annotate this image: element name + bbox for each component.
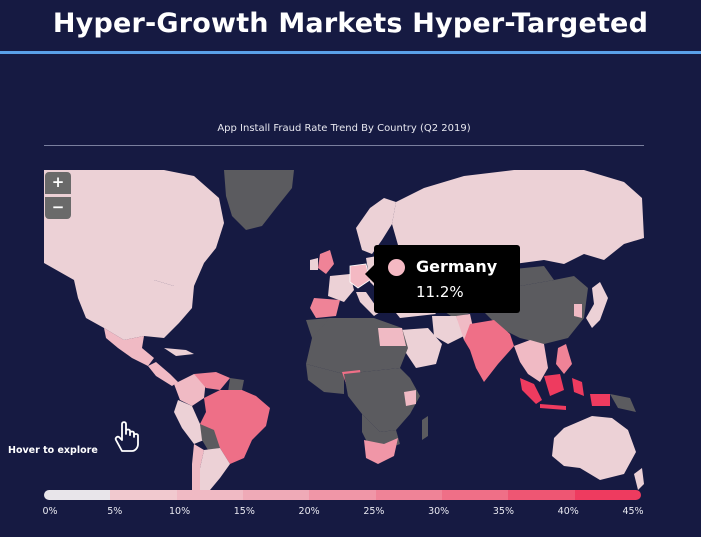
region-southern-africa[interactable] bbox=[362, 414, 400, 450]
region-central-africa[interactable] bbox=[344, 368, 420, 432]
country-indonesia-sumatra[interactable] bbox=[520, 378, 542, 404]
country-ireland[interactable] bbox=[310, 258, 318, 270]
legend-color-scale bbox=[44, 490, 641, 500]
region-central-america[interactable] bbox=[148, 362, 178, 386]
legend-segment bbox=[441, 490, 509, 500]
region-scandinavia[interactable] bbox=[356, 198, 396, 254]
legend-tick-label: 0% bbox=[42, 506, 58, 517]
country-france[interactable] bbox=[328, 274, 354, 302]
country-tooltip: Germany 11.2% bbox=[365, 245, 520, 313]
legend-tick-label: 35% bbox=[492, 506, 514, 517]
country-india[interactable] bbox=[464, 320, 514, 382]
country-japan[interactable] bbox=[586, 282, 608, 328]
country-chile[interactable] bbox=[192, 444, 204, 490]
country-new-zealand[interactable] bbox=[634, 468, 644, 490]
country-peru[interactable] bbox=[174, 400, 204, 444]
country-greenland[interactable] bbox=[224, 170, 294, 230]
pointer-hand-icon bbox=[114, 421, 139, 452]
country-indonesia-java[interactable] bbox=[540, 404, 566, 410]
country-madagascar[interactable] bbox=[422, 416, 428, 440]
header: Hyper-Growth Markets Hyper-Targeted bbox=[0, 0, 701, 54]
country-kenya[interactable] bbox=[404, 390, 416, 406]
legend-segment bbox=[574, 490, 641, 500]
country-mexico[interactable] bbox=[104, 328, 154, 366]
country-venezuela[interactable] bbox=[194, 372, 230, 390]
country-papua-new-guinea[interactable] bbox=[610, 394, 636, 412]
legend-tick-label: 25% bbox=[363, 506, 385, 517]
region-mainland-sea[interactable] bbox=[514, 340, 548, 382]
map-title: App Install Fraud Rate Trend By Country … bbox=[217, 123, 471, 134]
country-argentina[interactable] bbox=[200, 448, 230, 490]
page-title: Hyper-Growth Markets Hyper-Targeted bbox=[52, 8, 649, 39]
tooltip-country-value: 11.2% bbox=[416, 283, 464, 301]
legend-segment bbox=[44, 490, 111, 500]
legend-tick-label: 5% bbox=[107, 506, 123, 517]
legend-tick-label: 15% bbox=[233, 506, 255, 517]
country-usa[interactable] bbox=[74, 280, 194, 340]
tooltip-country-name: Germany bbox=[416, 257, 498, 276]
header-divider bbox=[0, 51, 701, 54]
legend-segment bbox=[508, 490, 575, 500]
legend-segment bbox=[375, 490, 442, 500]
country-spain[interactable] bbox=[310, 298, 340, 318]
country-indonesia-east[interactable] bbox=[572, 378, 610, 406]
legend-tick-label: 20% bbox=[298, 506, 320, 517]
legend-tick-label: 30% bbox=[428, 506, 450, 517]
country-south-africa[interactable] bbox=[364, 438, 398, 464]
country-canada[interactable] bbox=[44, 170, 224, 286]
country-bolivia[interactable] bbox=[200, 424, 220, 450]
world-map[interactable] bbox=[44, 168, 644, 490]
region-caribbean[interactable] bbox=[164, 348, 194, 356]
legend-segment bbox=[176, 490, 243, 500]
world-map-svg[interactable] bbox=[44, 168, 644, 490]
legend-segment bbox=[110, 490, 177, 500]
country-south-korea[interactable] bbox=[574, 304, 582, 318]
map-title-divider bbox=[44, 145, 644, 146]
legend-tick-label: 40% bbox=[557, 506, 579, 517]
legend-tick-label: 45% bbox=[622, 506, 644, 517]
country-alaska[interactable] bbox=[44, 216, 70, 260]
country-colombia[interactable] bbox=[174, 374, 206, 406]
zoom-in-button[interactable]: + bbox=[45, 172, 71, 194]
legend-segment bbox=[309, 490, 376, 500]
zoom-out-button[interactable]: − bbox=[45, 197, 71, 219]
country-egypt[interactable] bbox=[378, 328, 406, 346]
country-uk[interactable] bbox=[318, 250, 334, 274]
country-guyana[interactable] bbox=[228, 378, 244, 392]
region-west-africa[interactable] bbox=[306, 364, 344, 394]
country-iran[interactable] bbox=[432, 316, 464, 344]
legend-segment bbox=[242, 490, 310, 500]
legend-tick-label: 10% bbox=[168, 506, 191, 517]
country-saudi-arabia[interactable] bbox=[400, 328, 442, 368]
country-australia[interactable] bbox=[552, 416, 636, 480]
country-indonesia-borneo[interactable] bbox=[544, 374, 564, 396]
tooltip-color-dot bbox=[388, 259, 405, 276]
country-philippines[interactable] bbox=[556, 344, 572, 374]
hover-hint-label: Hover to explore bbox=[8, 445, 98, 456]
